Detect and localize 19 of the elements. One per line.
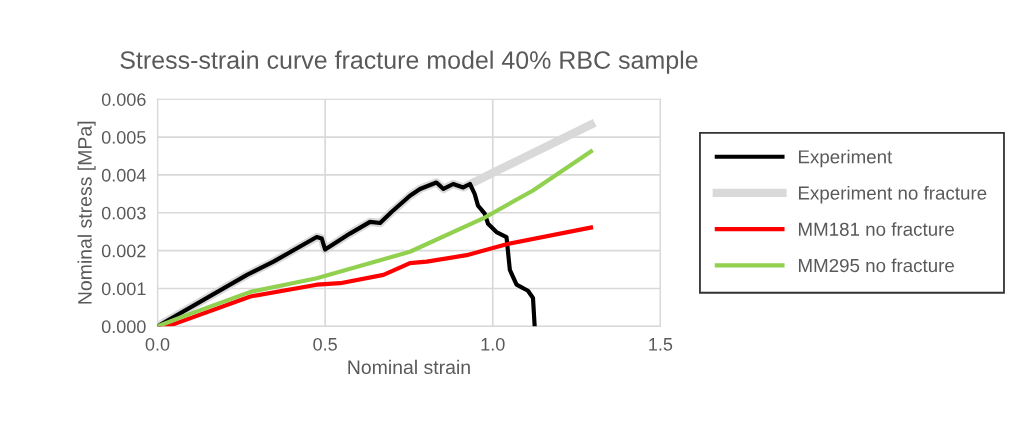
legend-label: MM181 no fracture (798, 222, 954, 236)
legend-label: Experiment no fracture (798, 185, 987, 204)
y-tick-label: 0.001 (101, 282, 146, 296)
y-tick-label: 0.003 (101, 206, 146, 220)
line-series (157, 180, 537, 327)
y-axis-title: Nominal stress [MPa] (77, 121, 96, 304)
x-tick-label: 0.5 (313, 337, 337, 351)
x-tick-label: 1.5 (649, 338, 673, 351)
y-tick-label: 0.002 (101, 244, 146, 258)
y-tick-label: 0.000 (101, 320, 146, 334)
y-tick-label: 0.004 (101, 168, 146, 182)
y-tick-label: 0.005 (101, 131, 146, 144)
y-tick-label: 0.006 (101, 93, 146, 106)
legend-label: MM295 no fracture (798, 258, 954, 273)
chart-title: Stress-strain curve fracture model 40% RBC sample (120, 50, 698, 74)
x-tick-label: 1.0 (481, 337, 505, 351)
legend-label: Experiment (798, 149, 893, 168)
x-tick-label: 0.0 (145, 337, 170, 351)
x-axis-title: Nominal strain (348, 359, 470, 375)
